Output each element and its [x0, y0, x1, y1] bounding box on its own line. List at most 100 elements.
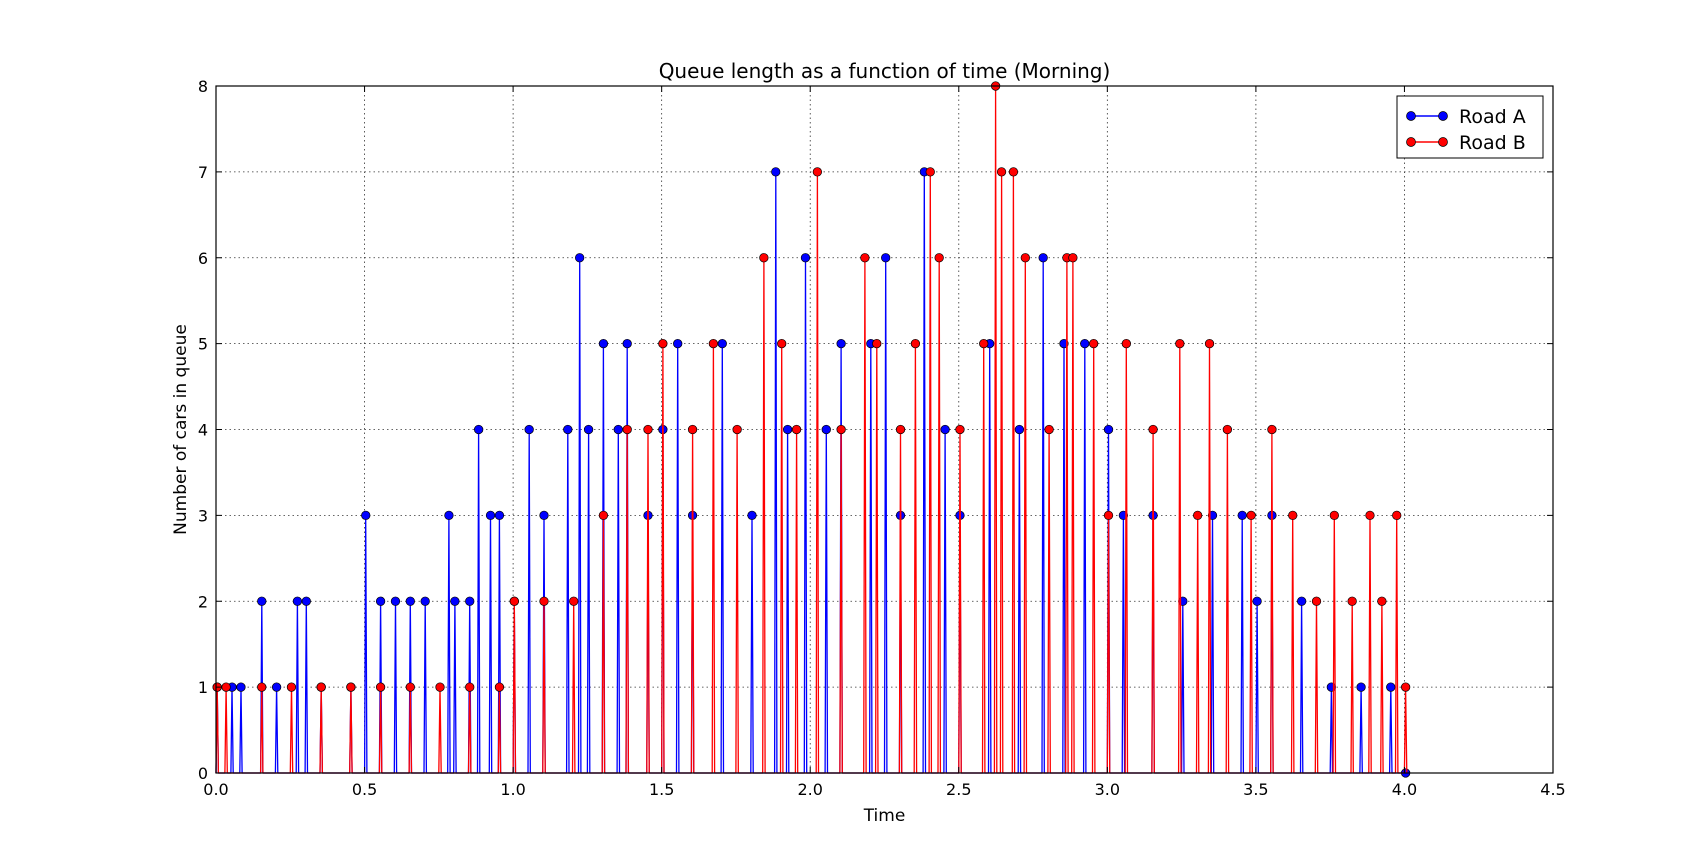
data-point-road-b [1377, 596, 1387, 606]
data-point-road-b [1347, 596, 1357, 606]
data-point-road-b [791, 424, 802, 435]
data-point-road-b [1267, 424, 1277, 435]
data-point-road-b [1311, 596, 1322, 606]
data-point-road-b [1008, 167, 1019, 177]
data-point-road-b [598, 510, 609, 521]
data-point-road-a [390, 596, 401, 606]
y-tick-label: 1 [198, 678, 208, 697]
data-point-road-b [1193, 510, 1203, 521]
data-point-road-a [257, 596, 267, 606]
y-axis-label: Number of cars in queue [171, 324, 191, 535]
data-point-road-a [361, 510, 371, 521]
data-point-road-a [292, 596, 303, 606]
x-tick-label: 4.5 [1540, 780, 1565, 799]
legend-marker-road-a [1438, 111, 1448, 121]
data-point-road-b [979, 338, 989, 349]
data-point-road-a [444, 510, 454, 521]
data-point-road-b [1103, 510, 1114, 521]
data-point-road-b [777, 338, 787, 349]
y-tick-label: 4 [198, 421, 208, 440]
data-point-road-a [539, 510, 549, 521]
data-point-road-b [812, 167, 823, 177]
data-point-road-a [301, 596, 311, 606]
data-point-road-b [708, 338, 719, 349]
data-point-road-a [1014, 424, 1025, 435]
data-point-road-b [1204, 338, 1215, 349]
legend-marker-road-b [1406, 137, 1416, 147]
data-point-road-b [1246, 510, 1256, 521]
y-tick-label: 3 [198, 506, 208, 525]
y-tick-label: 0 [198, 764, 208, 783]
data-point-road-a [420, 596, 430, 606]
data-point-road-a [1080, 338, 1090, 349]
data-point-road-a [1103, 424, 1114, 435]
data-point-road-b [1288, 510, 1298, 521]
data-point-road-a [575, 253, 585, 263]
data-point-road-b [539, 596, 549, 606]
y-tick-label: 8 [198, 77, 208, 96]
data-point-road-a [524, 424, 534, 435]
x-tick-label: 4.0 [1392, 780, 1417, 799]
data-point-road-a [771, 167, 781, 177]
data-point-road-a [1237, 510, 1247, 521]
data-point-road-a [485, 510, 496, 521]
data-point-road-b [375, 682, 386, 692]
y-tick-label: 7 [198, 163, 208, 182]
legend-marker-road-b [1438, 137, 1448, 147]
data-point-road-b [405, 682, 415, 692]
data-point-road-a [881, 253, 891, 263]
data-point-road-a [940, 424, 950, 435]
data-point-road-b [1329, 510, 1339, 521]
data-point-road-b [1175, 338, 1185, 349]
data-point-road-a [800, 253, 811, 263]
y-tick-label: 6 [198, 249, 208, 268]
data-point-road-a [598, 338, 609, 349]
data-point-road-b [1148, 424, 1158, 435]
data-point-road-b [435, 682, 445, 692]
data-point-road-b [1365, 510, 1375, 521]
data-point-road-a [747, 510, 757, 521]
x-tick-label: 0.5 [352, 780, 377, 799]
data-point-road-b [872, 338, 882, 349]
data-point-road-b [494, 682, 505, 692]
data-point-road-b [934, 253, 944, 263]
data-point-road-a [1178, 596, 1188, 606]
data-point-road-a [1296, 596, 1307, 606]
x-axis-label: Time [863, 806, 906, 826]
data-point-road-a [375, 596, 386, 606]
data-point-road-b [1222, 424, 1233, 435]
data-point-road-b [1044, 424, 1054, 435]
data-point-road-b [732, 424, 742, 435]
chart-title: Queue length as a function of time (Morn… [659, 59, 1111, 83]
data-point-road-b [895, 424, 906, 435]
data-point-road-b [509, 596, 519, 606]
data-point-road-b [346, 682, 356, 692]
data-point-road-b [1020, 253, 1030, 263]
data-point-road-b [286, 682, 297, 692]
data-point-road-b [569, 596, 579, 606]
data-point-road-b [955, 424, 965, 435]
data-point-road-a [622, 338, 632, 349]
data-point-road-a [494, 510, 505, 521]
legend-label-road-a: Road A [1459, 106, 1526, 128]
data-point-road-a [465, 596, 475, 606]
data-point-road-a [583, 424, 594, 435]
data-point-road-a [836, 338, 846, 349]
data-point-road-b [622, 424, 632, 435]
legend: Road A Road B [1396, 95, 1544, 159]
data-point-road-b [257, 682, 267, 692]
legend-box [1396, 95, 1544, 159]
x-tick-label: 1.5 [649, 780, 674, 799]
data-point-road-a [1038, 253, 1048, 263]
data-point-road-b [996, 167, 1007, 177]
data-point-road-b [1068, 253, 1078, 263]
x-tick-label: 3.5 [1243, 780, 1268, 799]
data-point-road-a [450, 596, 460, 606]
data-point-road-b [860, 253, 870, 263]
legend-marker-road-a [1406, 111, 1416, 121]
data-point-road-b [316, 682, 326, 692]
legend-label-road-b: Road B [1459, 132, 1526, 154]
data-point-road-a [782, 424, 793, 435]
data-point-road-a [271, 682, 282, 692]
